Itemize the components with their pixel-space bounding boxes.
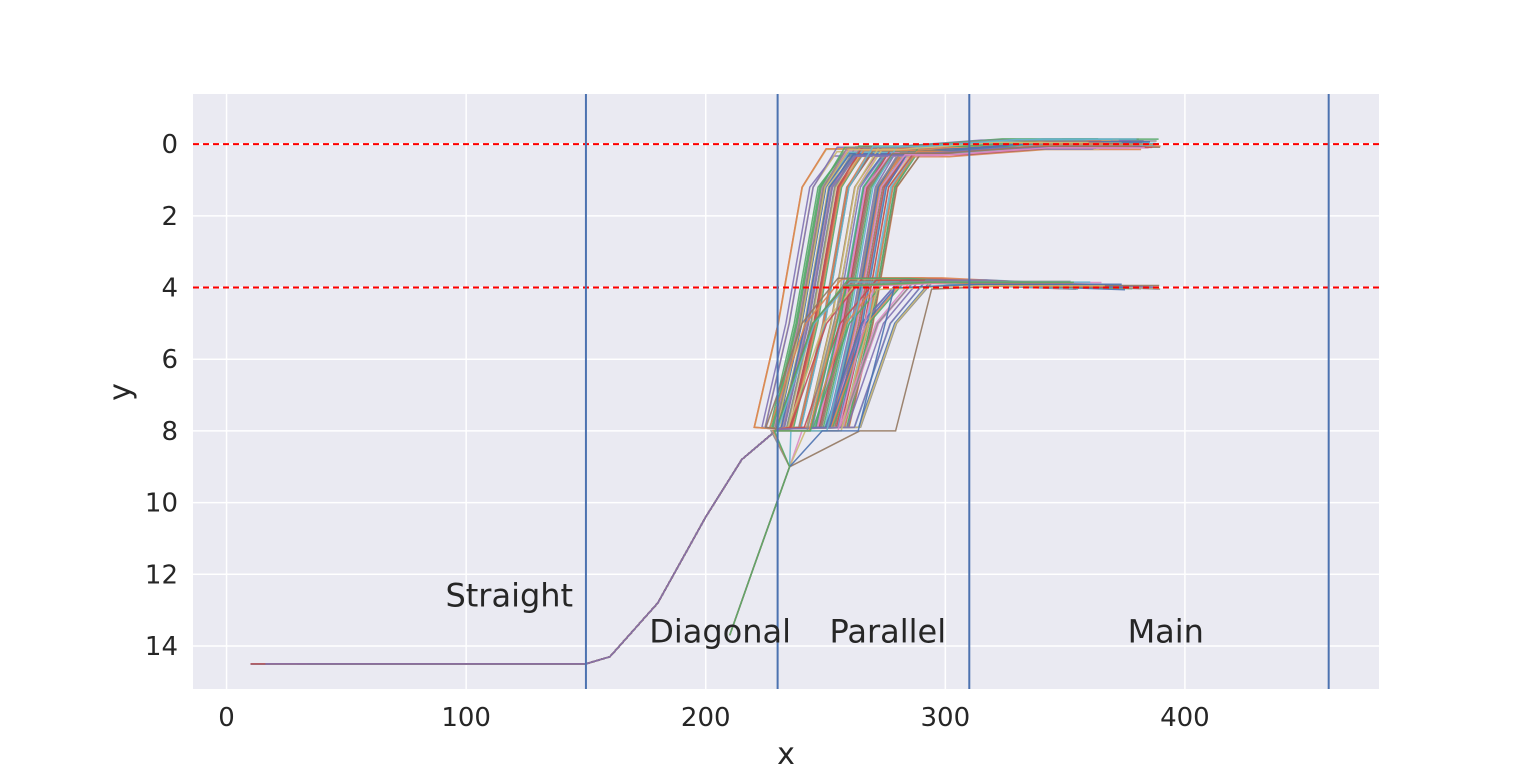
x-tick-labels: 0 100 200 300 400: [218, 703, 1209, 733]
trajectory-line: [728, 281, 1074, 636]
region-labels: Straight Diagonal Parallel Main: [445, 577, 1204, 651]
y-tick-label: 2: [161, 202, 178, 232]
y-tick-label: 6: [161, 345, 178, 375]
y-tick-label: 4: [161, 274, 178, 304]
y-tick-labels: 0 2 4 6 8 10 12 14: [145, 130, 178, 662]
y-tick-label: 12: [145, 560, 178, 590]
y-axis-label: y: [103, 383, 138, 401]
region-label: Parallel: [830, 612, 947, 650]
y-tick-label: 14: [145, 632, 178, 662]
y-tick-label: 0: [161, 130, 178, 160]
reference-lines: [193, 94, 1379, 689]
region-label: Diagonal: [649, 612, 791, 650]
x-tick-label: 0: [218, 703, 235, 733]
x-tick-label: 100: [441, 703, 491, 733]
region-label: Main: [1128, 612, 1204, 650]
x-axis-label: x: [777, 737, 795, 772]
region-label: Straight: [445, 577, 573, 615]
x-tick-label: 400: [1160, 703, 1210, 733]
y-tick-label: 8: [161, 417, 178, 447]
x-tick-label: 300: [921, 703, 971, 733]
x-tick-label: 200: [681, 703, 731, 733]
y-tick-label: 10: [145, 489, 178, 519]
